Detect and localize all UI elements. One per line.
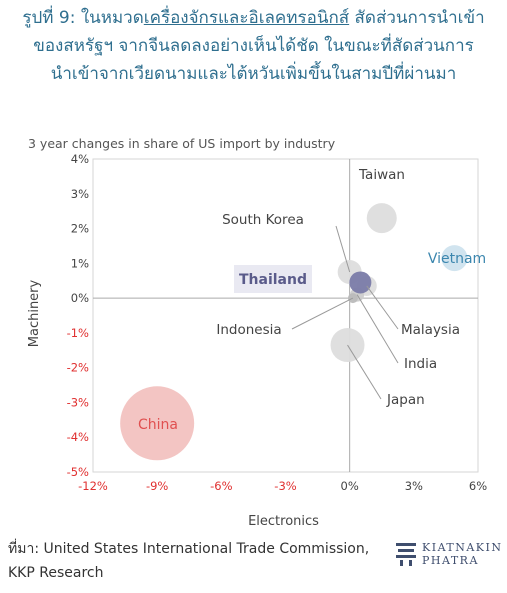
y-axis-title: Machinery (27, 279, 42, 347)
title-line1-post: สัดส่วนการนำเข้า (349, 8, 485, 28)
y-tick-label: 1% (71, 256, 89, 270)
y-tick-label: 0% (71, 291, 89, 305)
point-label-taiwan: Taiwan (358, 167, 405, 183)
point-label-india: India (404, 356, 437, 372)
kkp-logo-icon (396, 543, 416, 566)
x-tick-label: -9% (146, 479, 168, 493)
logo-text: KIATNAKIN PHATRA (422, 541, 503, 567)
point-label-china: China (138, 417, 178, 433)
title-pre: รูปที่ 9: ในหมวด (22, 8, 144, 28)
source-line2: KKP Research (8, 565, 104, 581)
chart-subtitle: 3 year changes in share of US import by … (28, 136, 336, 151)
x-axis-title: Electronics (248, 514, 319, 529)
x-tick-label: -6% (210, 479, 232, 493)
thailand-label-box (234, 265, 312, 293)
point-label-south-korea: South Korea (222, 212, 304, 228)
plot-frame (92, 158, 479, 473)
x-tick-label: 3% (405, 479, 423, 493)
title-line3: นำเข้าจากเวียดนามและไต้หวันเพิ่มขึ้นในสา… (50, 64, 457, 84)
bubble-taiwan (366, 203, 397, 234)
y-tick-label: 3% (71, 187, 89, 201)
x-tick-label: -3% (274, 479, 296, 493)
y-tick-label: -4% (67, 430, 89, 444)
x-tick-label: -12% (78, 479, 108, 493)
leader-malaysia (366, 285, 399, 330)
bubble-china (120, 386, 195, 461)
point-label-thailand: Thailand (239, 272, 307, 288)
chart-title-thai: รูปที่ 9: ในหมวดเครื่องจักรและอิเลคทรอนิ… (0, 4, 507, 88)
bubble-vietnam (441, 245, 468, 272)
leader-indonesia (291, 297, 354, 330)
y-tick-label: -2% (67, 361, 89, 375)
source-line1: ที่มา: United States International Trade… (8, 541, 370, 557)
y-tick-label: 2% (71, 222, 89, 236)
y-tick-label: -3% (67, 395, 89, 409)
point-label-malaysia: Malaysia (401, 322, 460, 338)
title-underlined: เครื่องจักรและอิเลคทรอนิกส์ (143, 8, 350, 28)
point-label-indonesia: Indonesia (216, 322, 281, 338)
bubble-thailand (349, 271, 372, 294)
x-tick-label: 0% (341, 479, 359, 493)
y-tick-label: -5% (67, 465, 89, 479)
point-label-vietnam: Vietnam (428, 251, 486, 267)
point-label-japan: Japan (386, 392, 425, 408)
x-tick-label: 6% (469, 479, 487, 493)
source-note: ที่มา: United States International Trade… (8, 537, 388, 585)
y-tick-label: 4% (71, 152, 89, 166)
leader-japan (347, 344, 382, 400)
leader-south-korea (335, 225, 351, 273)
title-line2: ของสหรัฐฯ จากจีนลดลงอย่างเห็นได้ชัด ในขณ… (33, 36, 474, 56)
leader-india (356, 294, 399, 364)
y-tick-label: -1% (67, 326, 89, 340)
